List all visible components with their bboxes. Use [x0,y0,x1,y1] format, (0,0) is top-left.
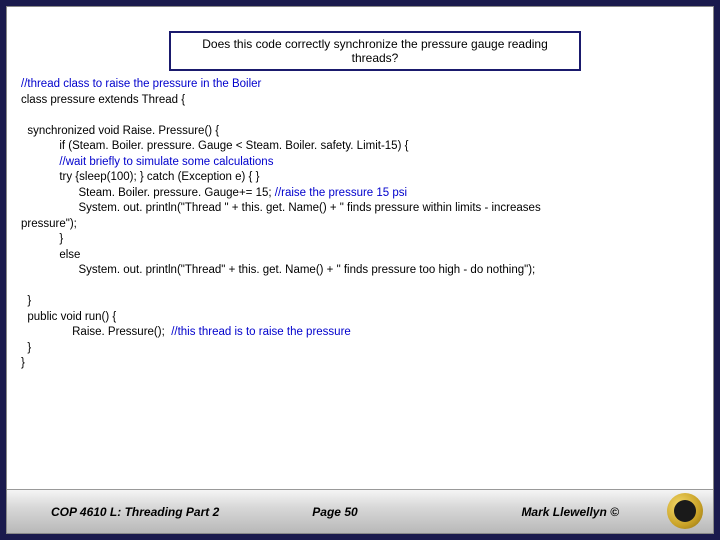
code-line: class pressure extends Thread { [21,94,185,106]
footer-bar: COP 4610 L: Threading Part 2 Page 50 Mar… [7,489,713,533]
code-line: Raise. Pressure(); [21,326,171,338]
code-line: try {sleep(100); } catch (Exception e) {… [21,171,259,183]
code-line: System. out. println("Thread " + this. g… [21,202,541,214]
code-comment: //thread class to raise the pressure in … [21,78,261,90]
code-line: pressure"); [21,218,77,230]
code-line: Steam. Boiler. pressure. Gauge+= 15; [21,187,275,199]
code-line: else [21,249,80,261]
code-line: if (Steam. Boiler. pressure. Gauge < Ste… [21,140,408,152]
code-comment: //wait briefly to simulate some calculat… [21,156,273,168]
code-line: } [21,357,25,369]
code-comment: //raise the pressure 15 psi [275,187,407,199]
footer-course: COP 4610 L: Threading Part 2 [51,505,240,519]
code-line: } [21,342,31,354]
code-comment: //this thread is to raise the pressure [171,326,351,338]
slide-body: Does this code correctly synchronize the… [6,6,714,534]
code-line: } [21,295,31,307]
logo-inner-icon [674,500,696,522]
footer-page: Page 50 [240,505,429,519]
slide-title-box: Does this code correctly synchronize the… [169,31,581,71]
code-line: synchronized void Raise. Pressure() { [21,125,219,137]
footer-content: COP 4610 L: Threading Part 2 Page 50 Mar… [7,490,713,533]
footer-author: Mark Llewellyn © [430,505,669,519]
code-line: System. out. println("Thread" + this. ge… [21,264,535,276]
code-line: } [21,233,63,245]
slide-title: Does this code correctly synchronize the… [202,37,548,65]
code-block: //thread class to raise the pressure in … [21,77,699,372]
ucf-logo-icon [667,493,703,529]
code-line: public void run() { [21,311,116,323]
